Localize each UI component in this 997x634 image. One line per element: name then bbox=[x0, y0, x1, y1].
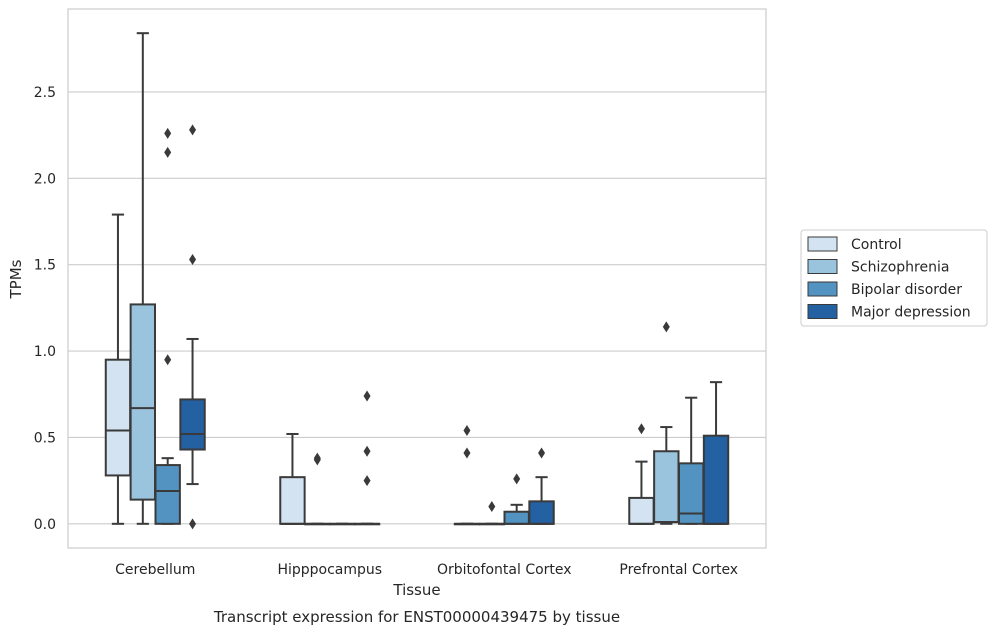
outlier-point bbox=[189, 518, 197, 530]
outlier-point bbox=[164, 127, 172, 139]
box-layer bbox=[104, 32, 730, 530]
y-tick-label: 1.5 bbox=[34, 258, 56, 274]
outlier-point bbox=[513, 473, 521, 485]
outlier-point bbox=[538, 447, 546, 459]
legend-label: Schizophrenia bbox=[851, 260, 949, 276]
y-tick-label: 1.0 bbox=[34, 344, 56, 360]
x-axis-label: Tissue bbox=[392, 581, 440, 599]
x-tick-label: Hipppocampus bbox=[277, 562, 382, 578]
plot-area bbox=[67, 8, 767, 549]
y-tick-label: 0.5 bbox=[34, 430, 56, 446]
legend-swatch bbox=[807, 304, 838, 319]
box bbox=[628, 496, 655, 525]
box bbox=[279, 476, 306, 525]
outlier-point bbox=[164, 354, 172, 366]
y-axis-label: TPMs bbox=[7, 259, 25, 299]
box bbox=[129, 303, 157, 501]
outlier-point bbox=[164, 146, 172, 158]
box-group bbox=[503, 473, 530, 525]
y-tick-label: 2.0 bbox=[34, 171, 56, 187]
y-tick-label: 0.0 bbox=[34, 517, 56, 533]
outlier-point bbox=[363, 445, 371, 457]
box-group bbox=[353, 390, 381, 526]
outlier-point bbox=[363, 390, 371, 402]
x-tick-label: Cerebellum bbox=[115, 562, 195, 578]
box-group bbox=[104, 213, 132, 525]
legend: Control Schizophrenia Bipolar disorder Majo… bbox=[800, 229, 988, 327]
outlier-point bbox=[463, 425, 471, 437]
box-group bbox=[677, 396, 705, 525]
outlier-point bbox=[463, 447, 471, 459]
box bbox=[503, 510, 530, 525]
box-group bbox=[279, 432, 306, 525]
legend-label: Bipolar disorder bbox=[851, 282, 962, 298]
y-tick-label: 2.5 bbox=[34, 85, 56, 101]
legend-swatch bbox=[807, 281, 838, 297]
x-tick-label: Orbitofontal Cortex bbox=[437, 562, 572, 578]
outlier-point bbox=[189, 253, 197, 265]
outlier-point bbox=[313, 454, 321, 466]
legend-swatch bbox=[807, 236, 838, 252]
x-tick-label: Prefrontal Cortex bbox=[619, 562, 738, 578]
box bbox=[653, 450, 680, 524]
box bbox=[179, 398, 206, 451]
box bbox=[677, 462, 705, 525]
outlier-point bbox=[488, 501, 496, 513]
outlier-point bbox=[189, 124, 197, 136]
chart-caption: Transcript expression for ENST0000043947… bbox=[213, 608, 620, 626]
box bbox=[104, 358, 132, 477]
box-group bbox=[628, 423, 655, 525]
outlier-point bbox=[637, 423, 645, 435]
box-group bbox=[328, 522, 356, 526]
legend-frame bbox=[800, 229, 988, 327]
box-group bbox=[702, 381, 730, 525]
outlier-point bbox=[363, 475, 371, 487]
outlier-point bbox=[662, 321, 670, 333]
legend-swatch bbox=[807, 259, 838, 274]
box bbox=[154, 464, 181, 525]
box bbox=[702, 434, 730, 525]
x-axis-ticks: Cerebellum Hipppocampus Orbitofontal Corte… bbox=[115, 562, 738, 578]
y-axis-ticks: 0.0 0.5 1.0 1.5 2.0 2.5 bbox=[34, 85, 56, 533]
box-group bbox=[179, 124, 206, 530]
box-group bbox=[129, 32, 157, 525]
box bbox=[528, 500, 555, 525]
legend-label: Major depression bbox=[851, 305, 971, 321]
box-group bbox=[453, 425, 481, 526]
box-group bbox=[528, 447, 555, 525]
legend-label: Control bbox=[851, 237, 902, 253]
box-group bbox=[154, 127, 181, 525]
